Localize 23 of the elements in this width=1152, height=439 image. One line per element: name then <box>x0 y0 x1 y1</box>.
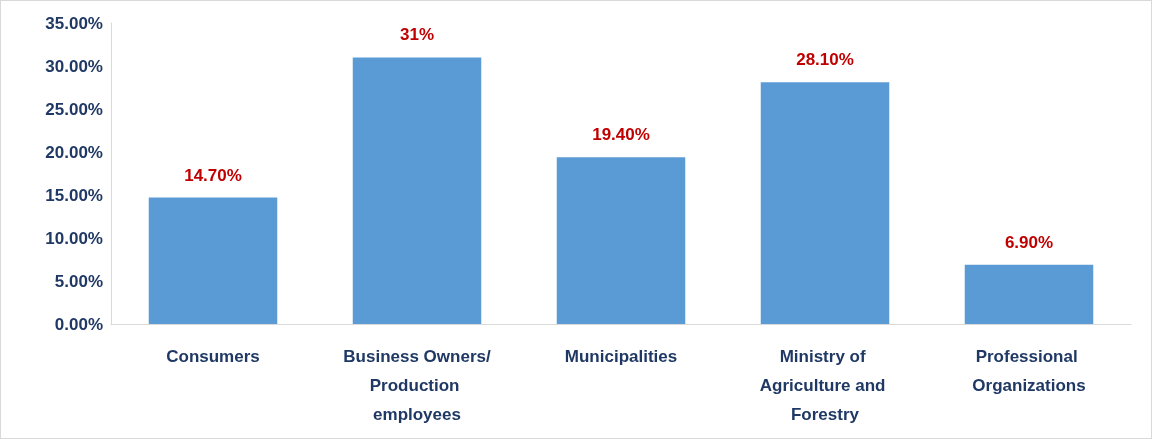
data-label: 14.70% <box>184 165 242 185</box>
bar <box>556 157 686 324</box>
x-tick-label: Professional Organizations <box>972 347 1086 395</box>
data-label: 6.90% <box>1004 232 1054 252</box>
y-tick-label: 15.00% <box>45 185 103 205</box>
y-tick-label: 0.00% <box>54 314 103 334</box>
y-tick-label: 25.00% <box>45 99 103 119</box>
x-tick-label: Ministry of Agriculture and Forestry <box>759 347 891 424</box>
y-tick-label: 5.00% <box>54 271 103 291</box>
y-tick-label: 20.00% <box>45 142 103 162</box>
bar <box>760 82 890 324</box>
bar <box>964 264 1094 324</box>
y-tick-label: 10.00% <box>45 228 103 248</box>
data-label: 19.40% <box>592 125 650 145</box>
y-tick-label: 30.00% <box>45 56 103 76</box>
x-tick-label: Business Owners/Production employees <box>343 347 491 424</box>
x-tick-label: Municipalities <box>564 347 678 366</box>
y-tick-label: 35.00% <box>45 13 103 33</box>
data-label: 31% <box>399 25 435 45</box>
bar <box>148 197 278 324</box>
x-tick-label: Consumers <box>166 347 260 366</box>
data-label: 28.10% <box>796 50 854 70</box>
bar <box>352 57 482 324</box>
